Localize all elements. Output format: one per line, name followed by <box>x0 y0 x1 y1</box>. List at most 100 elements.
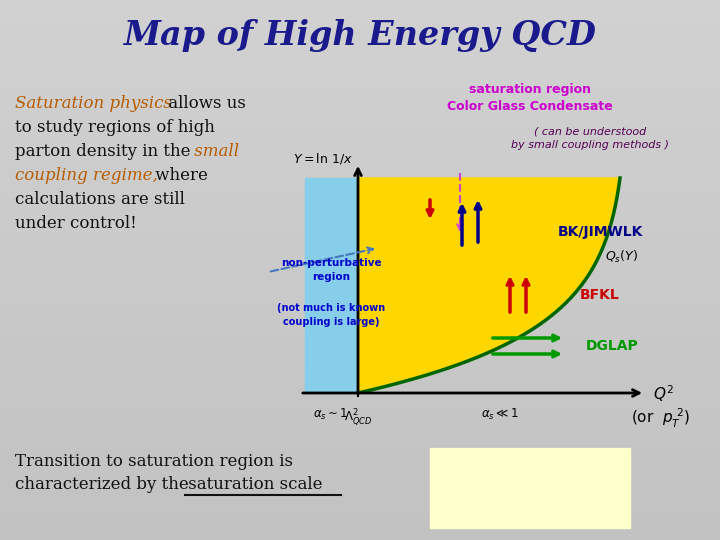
Bar <box>0 467 720 468</box>
Bar <box>0 366 720 367</box>
Bar <box>0 244 720 245</box>
Bar <box>0 363 720 364</box>
Bar <box>0 432 720 433</box>
Bar <box>0 161 720 162</box>
Bar <box>0 184 720 185</box>
Bar <box>0 57 720 58</box>
Bar <box>0 49 720 50</box>
Bar <box>0 459 720 460</box>
Bar <box>0 172 720 173</box>
Bar <box>0 310 720 311</box>
Bar <box>0 452 720 453</box>
Bar <box>0 515 720 516</box>
Bar <box>0 423 720 424</box>
Bar <box>0 92 720 93</box>
Bar <box>0 504 720 505</box>
Bar <box>0 218 720 219</box>
Bar <box>0 82 720 83</box>
Bar <box>0 357 720 358</box>
Bar <box>0 354 720 355</box>
Bar <box>0 473 720 474</box>
Bar <box>0 465 720 466</box>
Text: small: small <box>189 143 239 160</box>
Bar <box>0 289 720 290</box>
Bar <box>0 166 720 167</box>
Bar <box>0 174 720 175</box>
Bar <box>0 503 720 504</box>
Bar <box>0 531 720 532</box>
Bar <box>0 157 720 158</box>
Bar <box>0 128 720 129</box>
Bar <box>0 36 720 37</box>
Bar <box>0 383 720 384</box>
Bar <box>0 259 720 260</box>
Bar <box>0 537 720 538</box>
Text: $\alpha_s \ll 1$: $\alpha_s \ll 1$ <box>481 407 519 422</box>
Bar <box>0 159 720 160</box>
Bar <box>0 104 720 105</box>
Bar <box>0 368 720 369</box>
Bar <box>0 478 720 479</box>
Bar <box>0 59 720 60</box>
Bar <box>0 81 720 82</box>
Bar <box>0 183 720 184</box>
Bar <box>0 339 720 340</box>
Bar <box>0 85 720 86</box>
Bar <box>0 293 720 294</box>
Bar <box>0 226 720 227</box>
Bar <box>0 449 720 450</box>
Bar <box>0 283 720 284</box>
Bar <box>0 535 720 536</box>
Bar <box>0 156 720 157</box>
Bar <box>0 123 720 124</box>
Bar <box>0 124 720 125</box>
Bar <box>0 230 720 231</box>
Bar <box>0 371 720 372</box>
Bar <box>0 511 720 512</box>
Bar <box>0 388 720 389</box>
Bar <box>0 434 720 435</box>
Bar <box>0 164 720 165</box>
Bar <box>0 280 720 281</box>
Bar <box>0 40 720 41</box>
Bar <box>0 365 720 366</box>
Bar <box>0 219 720 220</box>
Bar <box>0 19 720 20</box>
Bar <box>0 213 720 214</box>
Bar <box>0 442 720 443</box>
Bar <box>0 116 720 117</box>
Bar <box>0 52 720 53</box>
Bar <box>0 469 720 470</box>
Bar <box>0 260 720 261</box>
Bar <box>0 140 720 141</box>
Bar <box>0 430 720 431</box>
Bar <box>0 75 720 76</box>
Bar <box>0 266 720 267</box>
Bar <box>0 146 720 147</box>
Bar <box>0 378 720 379</box>
Bar <box>0 28 720 29</box>
Bar <box>0 209 720 210</box>
Bar <box>0 389 720 390</box>
Bar <box>0 399 720 400</box>
Bar <box>0 488 720 489</box>
Bar <box>0 32 720 33</box>
Bar <box>0 247 720 248</box>
Bar <box>0 96 720 97</box>
Bar <box>0 398 720 399</box>
Bar <box>0 122 720 123</box>
Bar <box>0 274 720 275</box>
Bar <box>0 189 720 190</box>
Bar <box>0 353 720 354</box>
Bar <box>0 337 720 338</box>
Bar <box>0 250 720 251</box>
Bar <box>0 373 720 374</box>
Bar <box>0 307 720 308</box>
Bar <box>0 77 720 78</box>
Bar <box>0 252 720 253</box>
Bar <box>0 315 720 316</box>
Bar <box>0 26 720 27</box>
Bar <box>0 248 720 249</box>
Text: allows us: allows us <box>163 95 246 112</box>
Bar <box>0 512 720 513</box>
